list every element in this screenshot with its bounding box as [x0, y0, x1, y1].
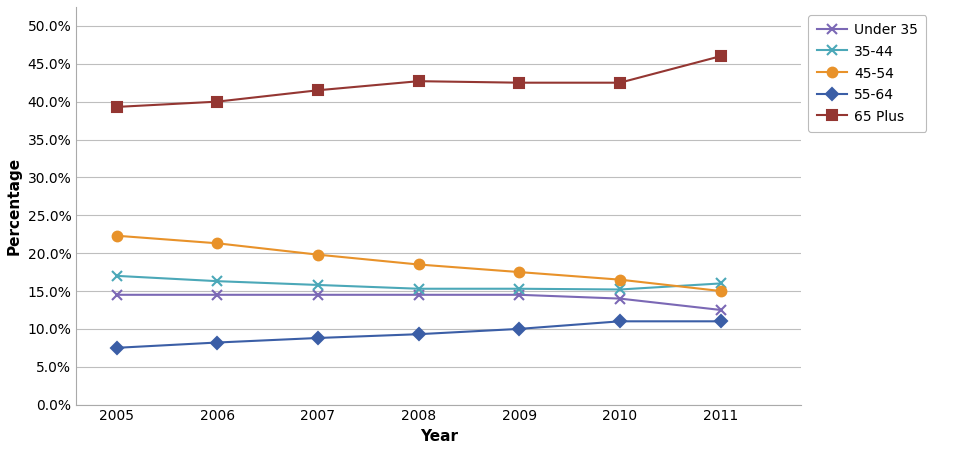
45-54 — [312, 252, 323, 258]
45-54 — [412, 262, 424, 267]
65 Plus — [513, 80, 525, 85]
35-44 — [615, 287, 626, 292]
65 Plus — [412, 78, 424, 84]
Line: 45-54: 45-54 — [111, 231, 726, 296]
45-54 — [110, 233, 122, 239]
Line: 65 Plus: 65 Plus — [111, 51, 726, 112]
55-64 — [513, 326, 525, 331]
Under 35 — [312, 292, 323, 298]
65 Plus — [110, 104, 122, 110]
Line: Under 35: Under 35 — [111, 290, 726, 315]
35-44 — [412, 286, 424, 291]
55-64 — [110, 345, 122, 350]
65 Plus — [615, 80, 626, 85]
45-54 — [513, 269, 525, 275]
Under 35 — [412, 292, 424, 298]
Under 35 — [211, 292, 223, 298]
55-64 — [211, 340, 223, 345]
Legend: Under 35, 35-44, 45-54, 55-64, 65 Plus: Under 35, 35-44, 45-54, 55-64, 65 Plus — [808, 15, 926, 132]
55-64 — [615, 318, 626, 324]
Under 35 — [615, 296, 626, 301]
45-54 — [715, 288, 727, 294]
55-64 — [312, 335, 323, 341]
45-54 — [211, 240, 223, 246]
35-44 — [312, 282, 323, 288]
65 Plus — [211, 99, 223, 104]
Under 35 — [110, 292, 122, 298]
55-64 — [715, 318, 727, 324]
35-44 — [110, 273, 122, 279]
Y-axis label: Percentage: Percentage — [7, 157, 21, 255]
Line: 35-44: 35-44 — [111, 271, 726, 295]
Under 35 — [513, 292, 525, 298]
55-64 — [412, 331, 424, 337]
35-44 — [715, 281, 727, 286]
65 Plus — [715, 54, 727, 59]
Under 35 — [715, 307, 727, 313]
Line: 55-64: 55-64 — [112, 317, 725, 352]
65 Plus — [312, 87, 323, 93]
35-44 — [513, 286, 525, 291]
45-54 — [615, 277, 626, 282]
35-44 — [211, 278, 223, 284]
X-axis label: Year: Year — [420, 429, 457, 444]
